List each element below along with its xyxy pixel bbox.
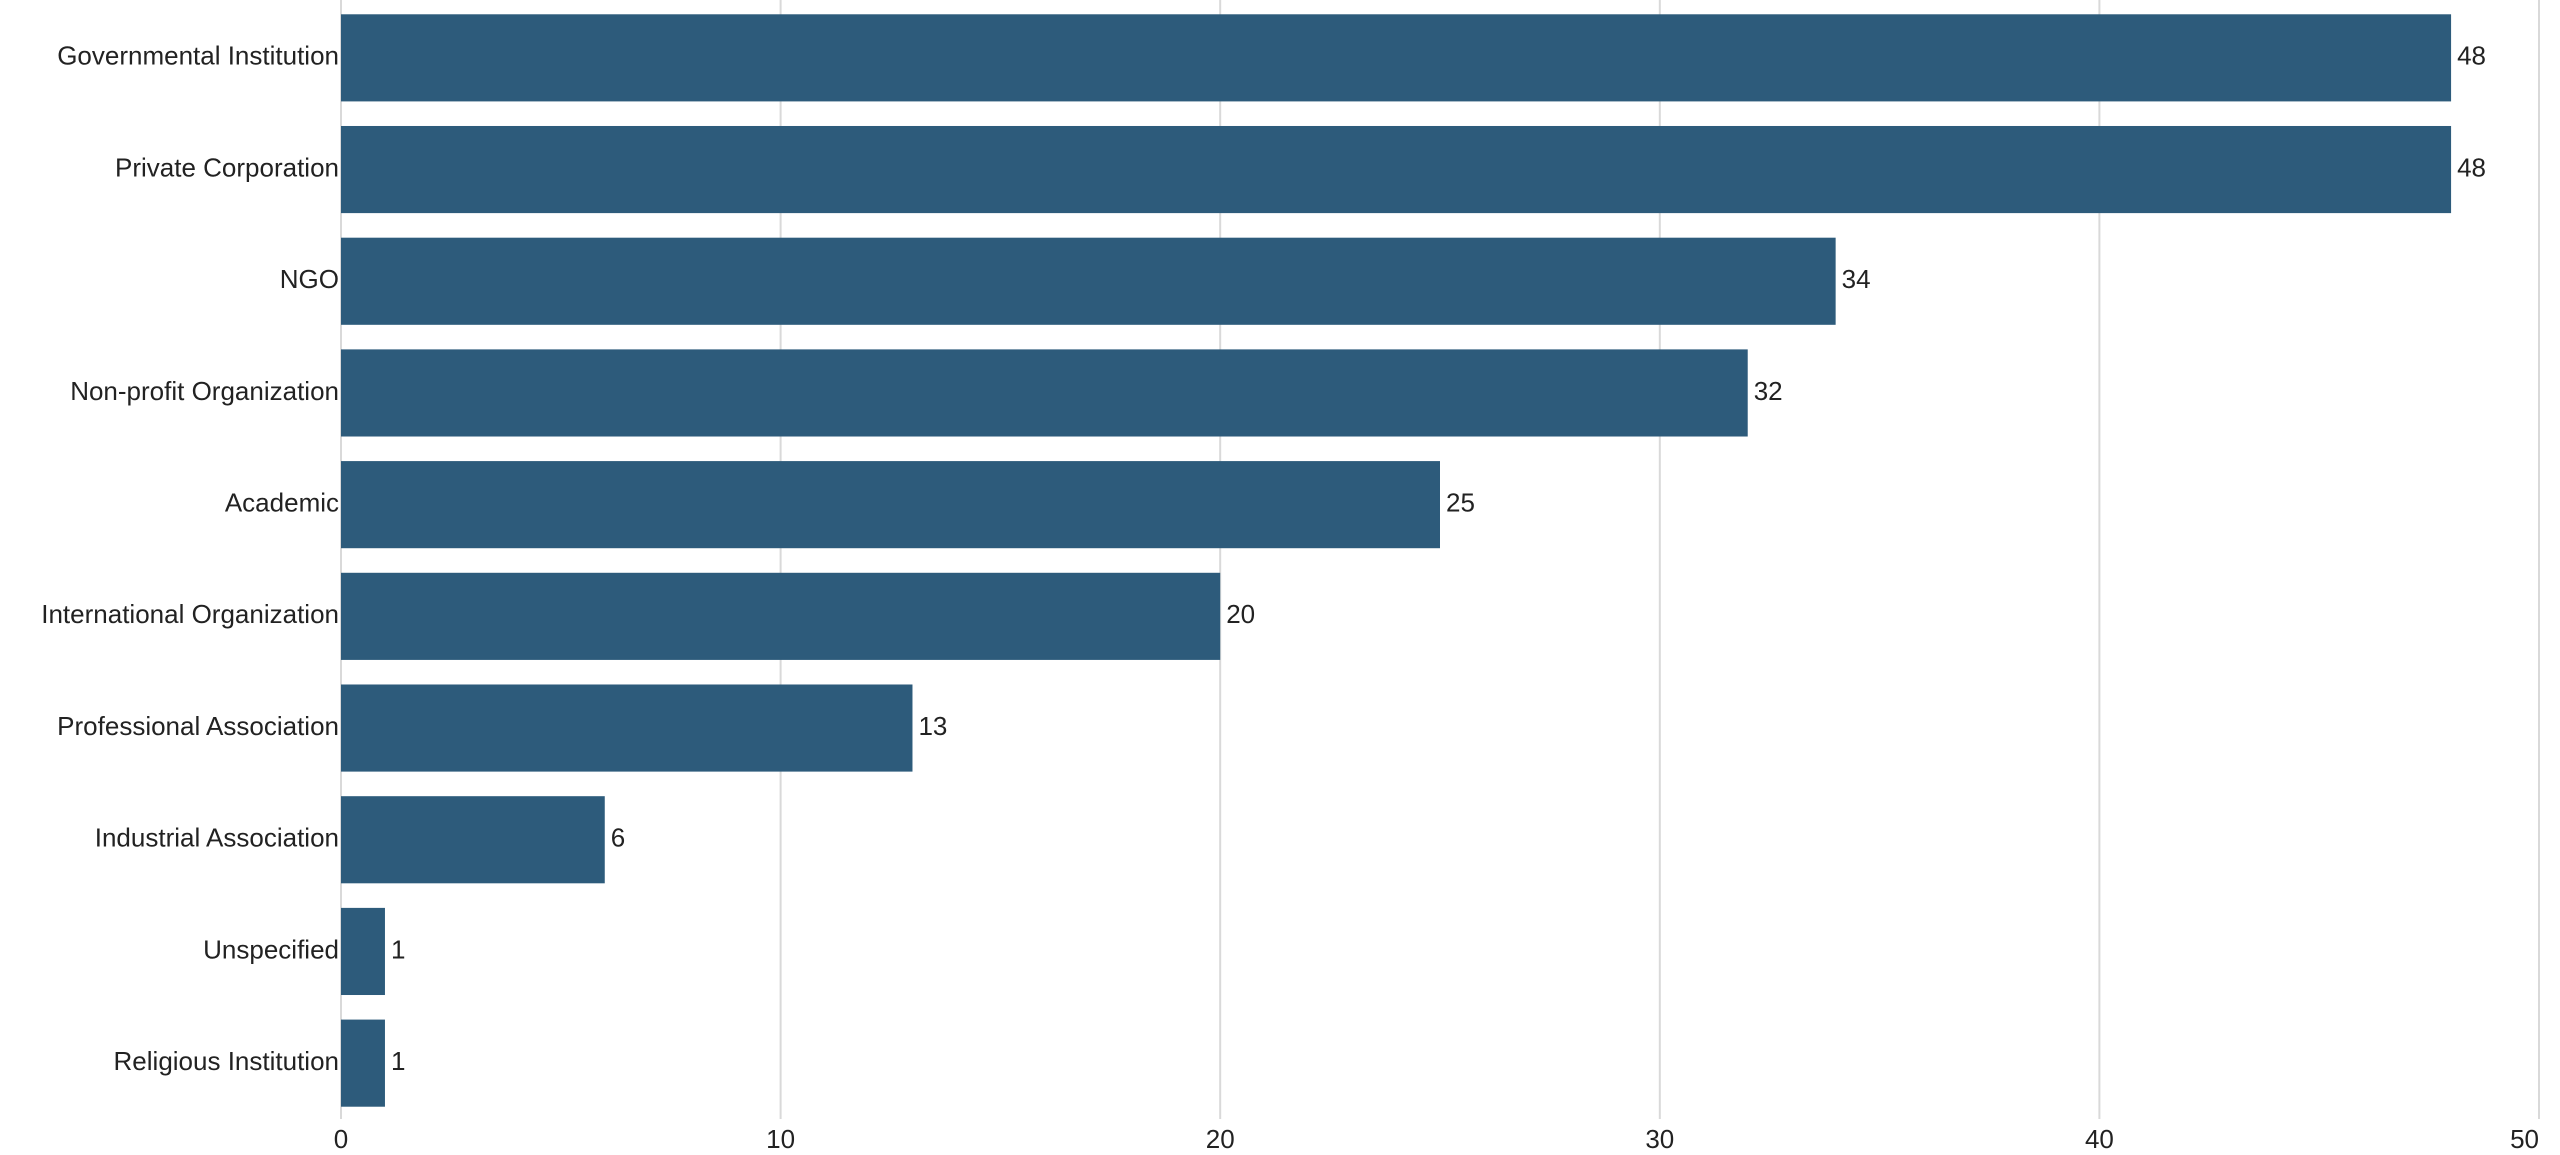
- x-tick-label: 50: [2510, 1124, 2539, 1154]
- bar: [341, 572, 1221, 660]
- bar: [341, 349, 1748, 437]
- y-tick-label: Religious Institution: [114, 1046, 339, 1076]
- bar: [341, 907, 385, 996]
- bar: [341, 684, 913, 772]
- bar: [341, 1019, 385, 1107]
- value-label: 48: [2457, 41, 2486, 71]
- x-tick-label: 10: [766, 1124, 795, 1154]
- y-tick-label: Non-profit Organization: [70, 376, 339, 406]
- x-tick-label: 30: [1645, 1124, 1674, 1154]
- value-label: 1: [391, 934, 405, 964]
- bar: [341, 461, 1440, 549]
- y-tick-label: Professional Association: [57, 711, 339, 741]
- y-tick-label: Academic: [225, 488, 339, 518]
- value-label: 34: [1842, 264, 1871, 294]
- value-label: 32: [1754, 376, 1783, 406]
- y-tick-label: Industrial Association: [95, 823, 339, 853]
- y-tick-label: International Organization: [41, 599, 339, 629]
- bar: [341, 14, 2452, 102]
- value-label: 1: [391, 1046, 405, 1076]
- y-tick-label: Governmental Institution: [57, 41, 339, 71]
- y-tick-label: Private Corporation: [115, 152, 339, 182]
- x-tick-label: 0: [334, 1124, 348, 1154]
- value-label: 13: [918, 711, 947, 741]
- value-label: 6: [611, 823, 625, 853]
- y-tick-label: Unspecified: [203, 934, 339, 964]
- bar: [341, 125, 2452, 214]
- bar: [341, 796, 605, 884]
- x-tick-label: 20: [1206, 1124, 1235, 1154]
- value-label: 20: [1226, 599, 1255, 629]
- y-tick-label: NGO: [280, 264, 339, 294]
- value-label: 48: [2457, 152, 2486, 182]
- value-label: 25: [1446, 488, 1475, 518]
- x-tick-label: 40: [2085, 1124, 2114, 1154]
- bar: [341, 237, 1836, 325]
